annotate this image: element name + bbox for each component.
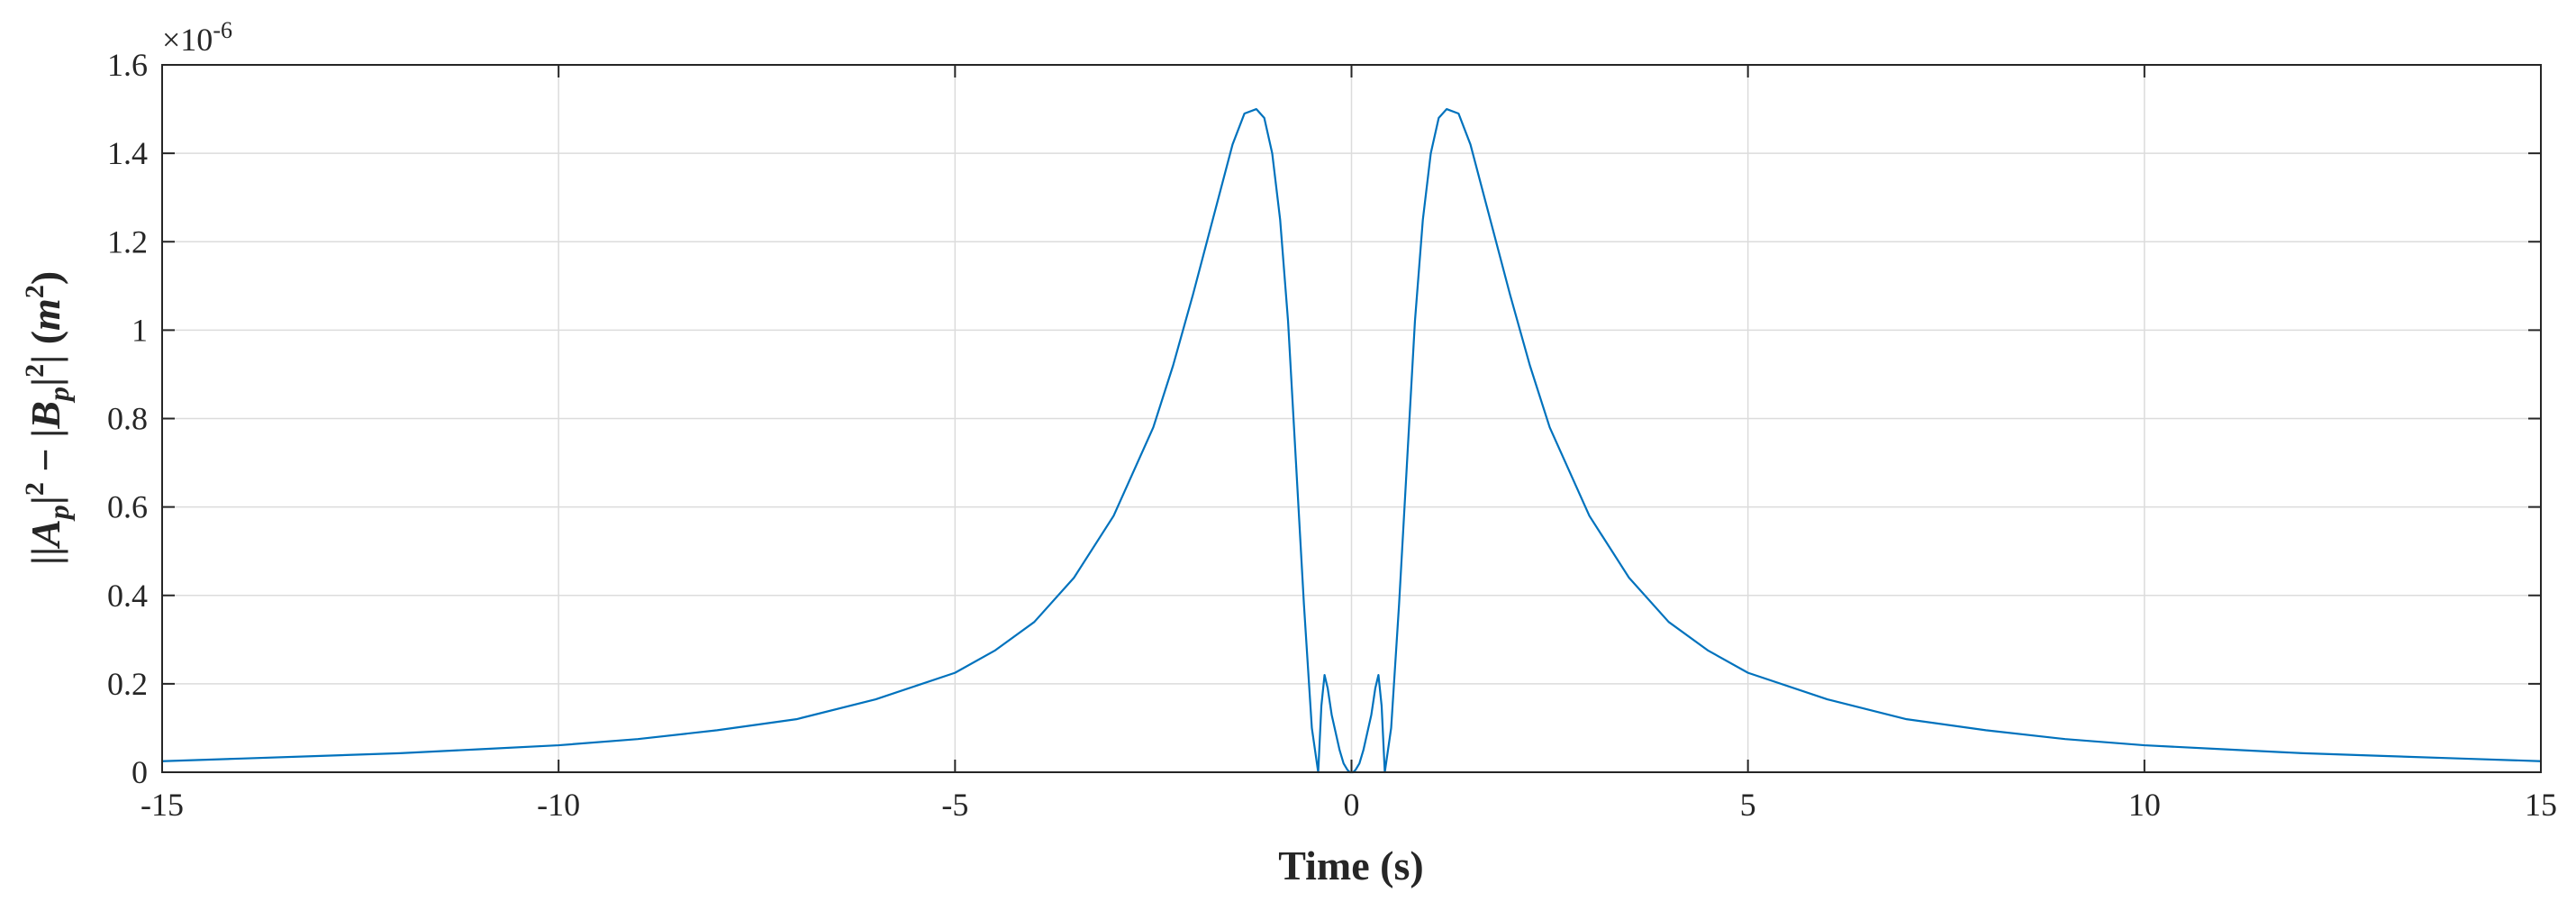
- y-exponent-label: ×10-6: [162, 17, 232, 58]
- y-title-sq-3: 2: [20, 285, 50, 298]
- y-title-sq-2: 2: [20, 364, 50, 378]
- y-title-sq-1: 2: [20, 482, 50, 496]
- y-tick-label: 1.4: [107, 135, 148, 171]
- y-title-end: ): [23, 271, 68, 285]
- x-tick-label: 10: [2128, 787, 2161, 823]
- y-title-minus: − |: [23, 429, 68, 482]
- y-gridlines: [162, 152, 2541, 685]
- x-axis-title: Time (s): [1278, 843, 1423, 888]
- y-title-m: m: [23, 298, 68, 331]
- x-tick-label: -15: [141, 787, 184, 823]
- x-tick-labels: -15 -10 -5 0 5 10 15: [141, 787, 2557, 823]
- y-title-close: | (: [23, 331, 68, 364]
- y-exponent-power: -6: [213, 17, 232, 43]
- y-title-open: ||: [23, 547, 68, 565]
- y-title-a-sub: p: [42, 505, 75, 522]
- x-tick-label: -10: [537, 787, 580, 823]
- y-axis-title: ||Ap|2 − |Bp|2| (m2): [20, 271, 75, 565]
- y-tick-label: 0.4: [107, 578, 148, 614]
- x-tick-label: 0: [1344, 787, 1360, 823]
- x-tick-label: 15: [2525, 787, 2557, 823]
- y-title-b-sub: p: [42, 387, 75, 404]
- y-title-b: B: [23, 401, 68, 430]
- x-ticks: [161, 65, 2542, 772]
- y-title-pipe-2: |: [23, 378, 68, 387]
- y-tick-label: 0.6: [107, 489, 148, 525]
- y-tick-label: 0.2: [107, 666, 148, 702]
- y-tick-label: 1: [132, 312, 148, 348]
- y-exponent-base: ×10: [162, 22, 213, 58]
- y-tick-label: 0: [132, 754, 148, 790]
- y-title-a: A: [23, 519, 68, 550]
- x-tick-label: 5: [1740, 787, 1756, 823]
- x-tick-label: -5: [941, 787, 968, 823]
- y-tick-labels: 0 0.2 0.4 0.6 0.8 1 1.2 1.4 1.6: [107, 47, 148, 790]
- y-tick-label: 1.2: [107, 223, 148, 260]
- y-tick-label: 0.8: [107, 401, 148, 437]
- y-title-pipe-1: |: [23, 496, 68, 505]
- y-tick-label: 1.6: [107, 47, 148, 83]
- y-ticks: [162, 64, 2541, 773]
